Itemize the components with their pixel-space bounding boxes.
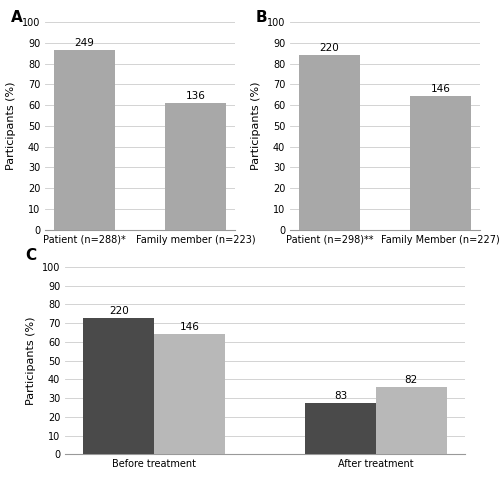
Text: 220: 220 [320,43,339,53]
Text: 146: 146 [180,322,200,332]
Y-axis label: Participants (%): Participants (%) [6,82,16,170]
Y-axis label: Participants (%): Participants (%) [26,316,36,405]
Text: 82: 82 [404,374,418,385]
Bar [298,55,360,230]
Text: B: B [256,10,268,25]
Bar [154,334,225,454]
Text: 146: 146 [431,84,450,94]
Text: 136: 136 [186,91,206,101]
Text: C: C [25,248,36,263]
Bar [83,318,154,454]
Bar [410,96,472,230]
Y-axis label: Participants (%): Participants (%) [251,82,261,170]
Bar [54,50,115,230]
Text: 220: 220 [109,306,128,316]
Bar [376,387,447,454]
Bar [305,403,376,454]
Text: 83: 83 [334,391,347,401]
Text: A: A [11,10,22,25]
Text: 249: 249 [74,38,94,48]
Bar [165,103,226,230]
